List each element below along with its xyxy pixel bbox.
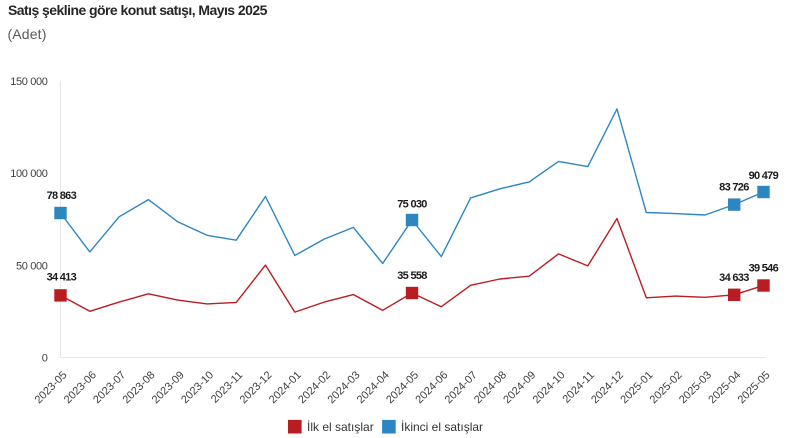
svg-text:(Adet): (Adet) xyxy=(8,26,47,42)
svg-text:İlk el satışlar: İlk el satışlar xyxy=(307,420,374,434)
svg-text:34 633: 34 633 xyxy=(719,272,749,284)
svg-text:0: 0 xyxy=(42,353,48,365)
svg-text:34 413: 34 413 xyxy=(47,271,77,283)
svg-text:İkinci el satışlar: İkinci el satışlar xyxy=(401,420,483,434)
svg-text:150 000: 150 000 xyxy=(10,76,48,88)
svg-text:78 863: 78 863 xyxy=(47,190,77,202)
svg-text:35 558: 35 558 xyxy=(397,270,427,282)
svg-text:83 726: 83 726 xyxy=(719,182,749,194)
svg-text:Satış şekline göre konut satış: Satış şekline göre konut satışı, Mayıs 2… xyxy=(8,2,268,18)
svg-text:75 030: 75 030 xyxy=(397,199,427,211)
svg-text:100 000: 100 000 xyxy=(10,168,48,180)
svg-text:50 000: 50 000 xyxy=(16,261,48,273)
svg-text:39 546: 39 546 xyxy=(749,263,779,275)
svg-text:90 479: 90 479 xyxy=(749,170,779,182)
